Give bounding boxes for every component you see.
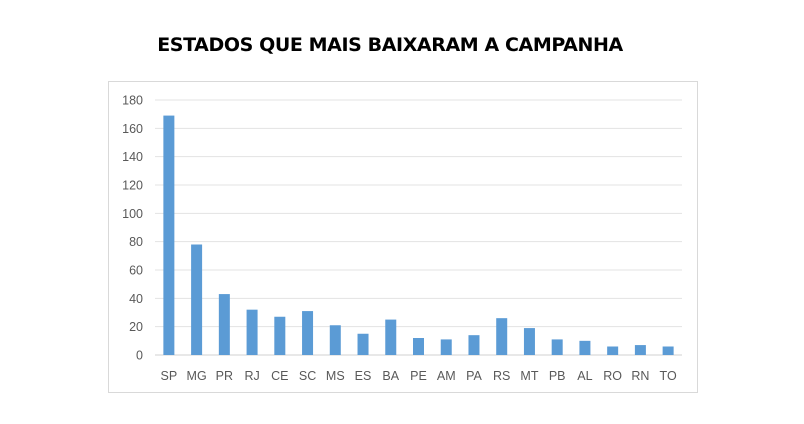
bar-rn — [634, 345, 646, 355]
y-tick-label: 100 — [122, 207, 143, 221]
bar-rs — [496, 318, 508, 355]
y-axis-labels: 0 20 40 60 80 100 120 140 160 180 — [122, 94, 143, 363]
y-tick-label: 60 — [129, 264, 143, 278]
y-tick-label: 140 — [122, 150, 143, 164]
x-tick-label: TO — [660, 369, 677, 383]
gridlines — [155, 99, 682, 356]
y-tick-label: 80 — [129, 235, 143, 249]
x-tick-label: MT — [520, 369, 538, 383]
x-tick-label: CE — [271, 369, 288, 383]
x-tick-label: PB — [549, 369, 566, 383]
y-tick-label: 180 — [122, 94, 143, 108]
x-tick-label: RN — [631, 369, 649, 383]
x-tick-label: PE — [410, 369, 427, 383]
x-tick-label: RJ — [244, 369, 259, 383]
y-tick-label: 160 — [122, 122, 143, 136]
bar-sc — [302, 311, 314, 355]
x-tick-label: RS — [493, 369, 510, 383]
bar-sp — [163, 115, 175, 355]
chart-frame — [108, 81, 698, 393]
y-tick-label: 20 — [129, 320, 143, 334]
bar-to — [662, 346, 674, 355]
x-tick-label: AM — [437, 369, 456, 383]
y-tick-label: 0 — [136, 349, 143, 363]
bar-es — [357, 333, 369, 355]
y-tick-label: 40 — [129, 292, 143, 306]
bar-ba — [385, 319, 397, 355]
bar-ms — [329, 325, 341, 355]
chart-title: ESTADOS QUE MAIS BAIXARAM A CAMPANHA — [157, 34, 623, 56]
x-tick-label: MS — [326, 369, 345, 383]
bar-mt — [523, 328, 535, 355]
bar-ce — [274, 316, 286, 355]
y-tick-label: 120 — [122, 179, 143, 193]
x-tick-label: PR — [216, 369, 233, 383]
bar-am — [440, 339, 452, 355]
bar-al — [579, 340, 591, 355]
x-tick-label: PA — [466, 369, 482, 383]
x-tick-label: SC — [299, 369, 316, 383]
bar-pb — [551, 339, 563, 355]
bar-pr — [218, 294, 230, 355]
x-tick-label: RO — [603, 369, 622, 383]
x-tick-label: MG — [187, 369, 207, 383]
bar-mg — [191, 244, 203, 355]
x-tick-label: ES — [355, 369, 372, 383]
x-axis-labels: SP MG PR RJ CE SC MS ES BA PE AM PA RS MT PB AL RO RN TO — [161, 369, 677, 383]
x-tick-label: BA — [382, 369, 399, 383]
x-tick-label: SP — [161, 369, 178, 383]
bars — [163, 115, 674, 355]
bar-rj — [246, 309, 258, 355]
bar-ro — [607, 346, 619, 355]
bar-pa — [468, 335, 480, 355]
x-tick-label: AL — [577, 369, 592, 383]
bar-pe — [413, 338, 424, 355]
